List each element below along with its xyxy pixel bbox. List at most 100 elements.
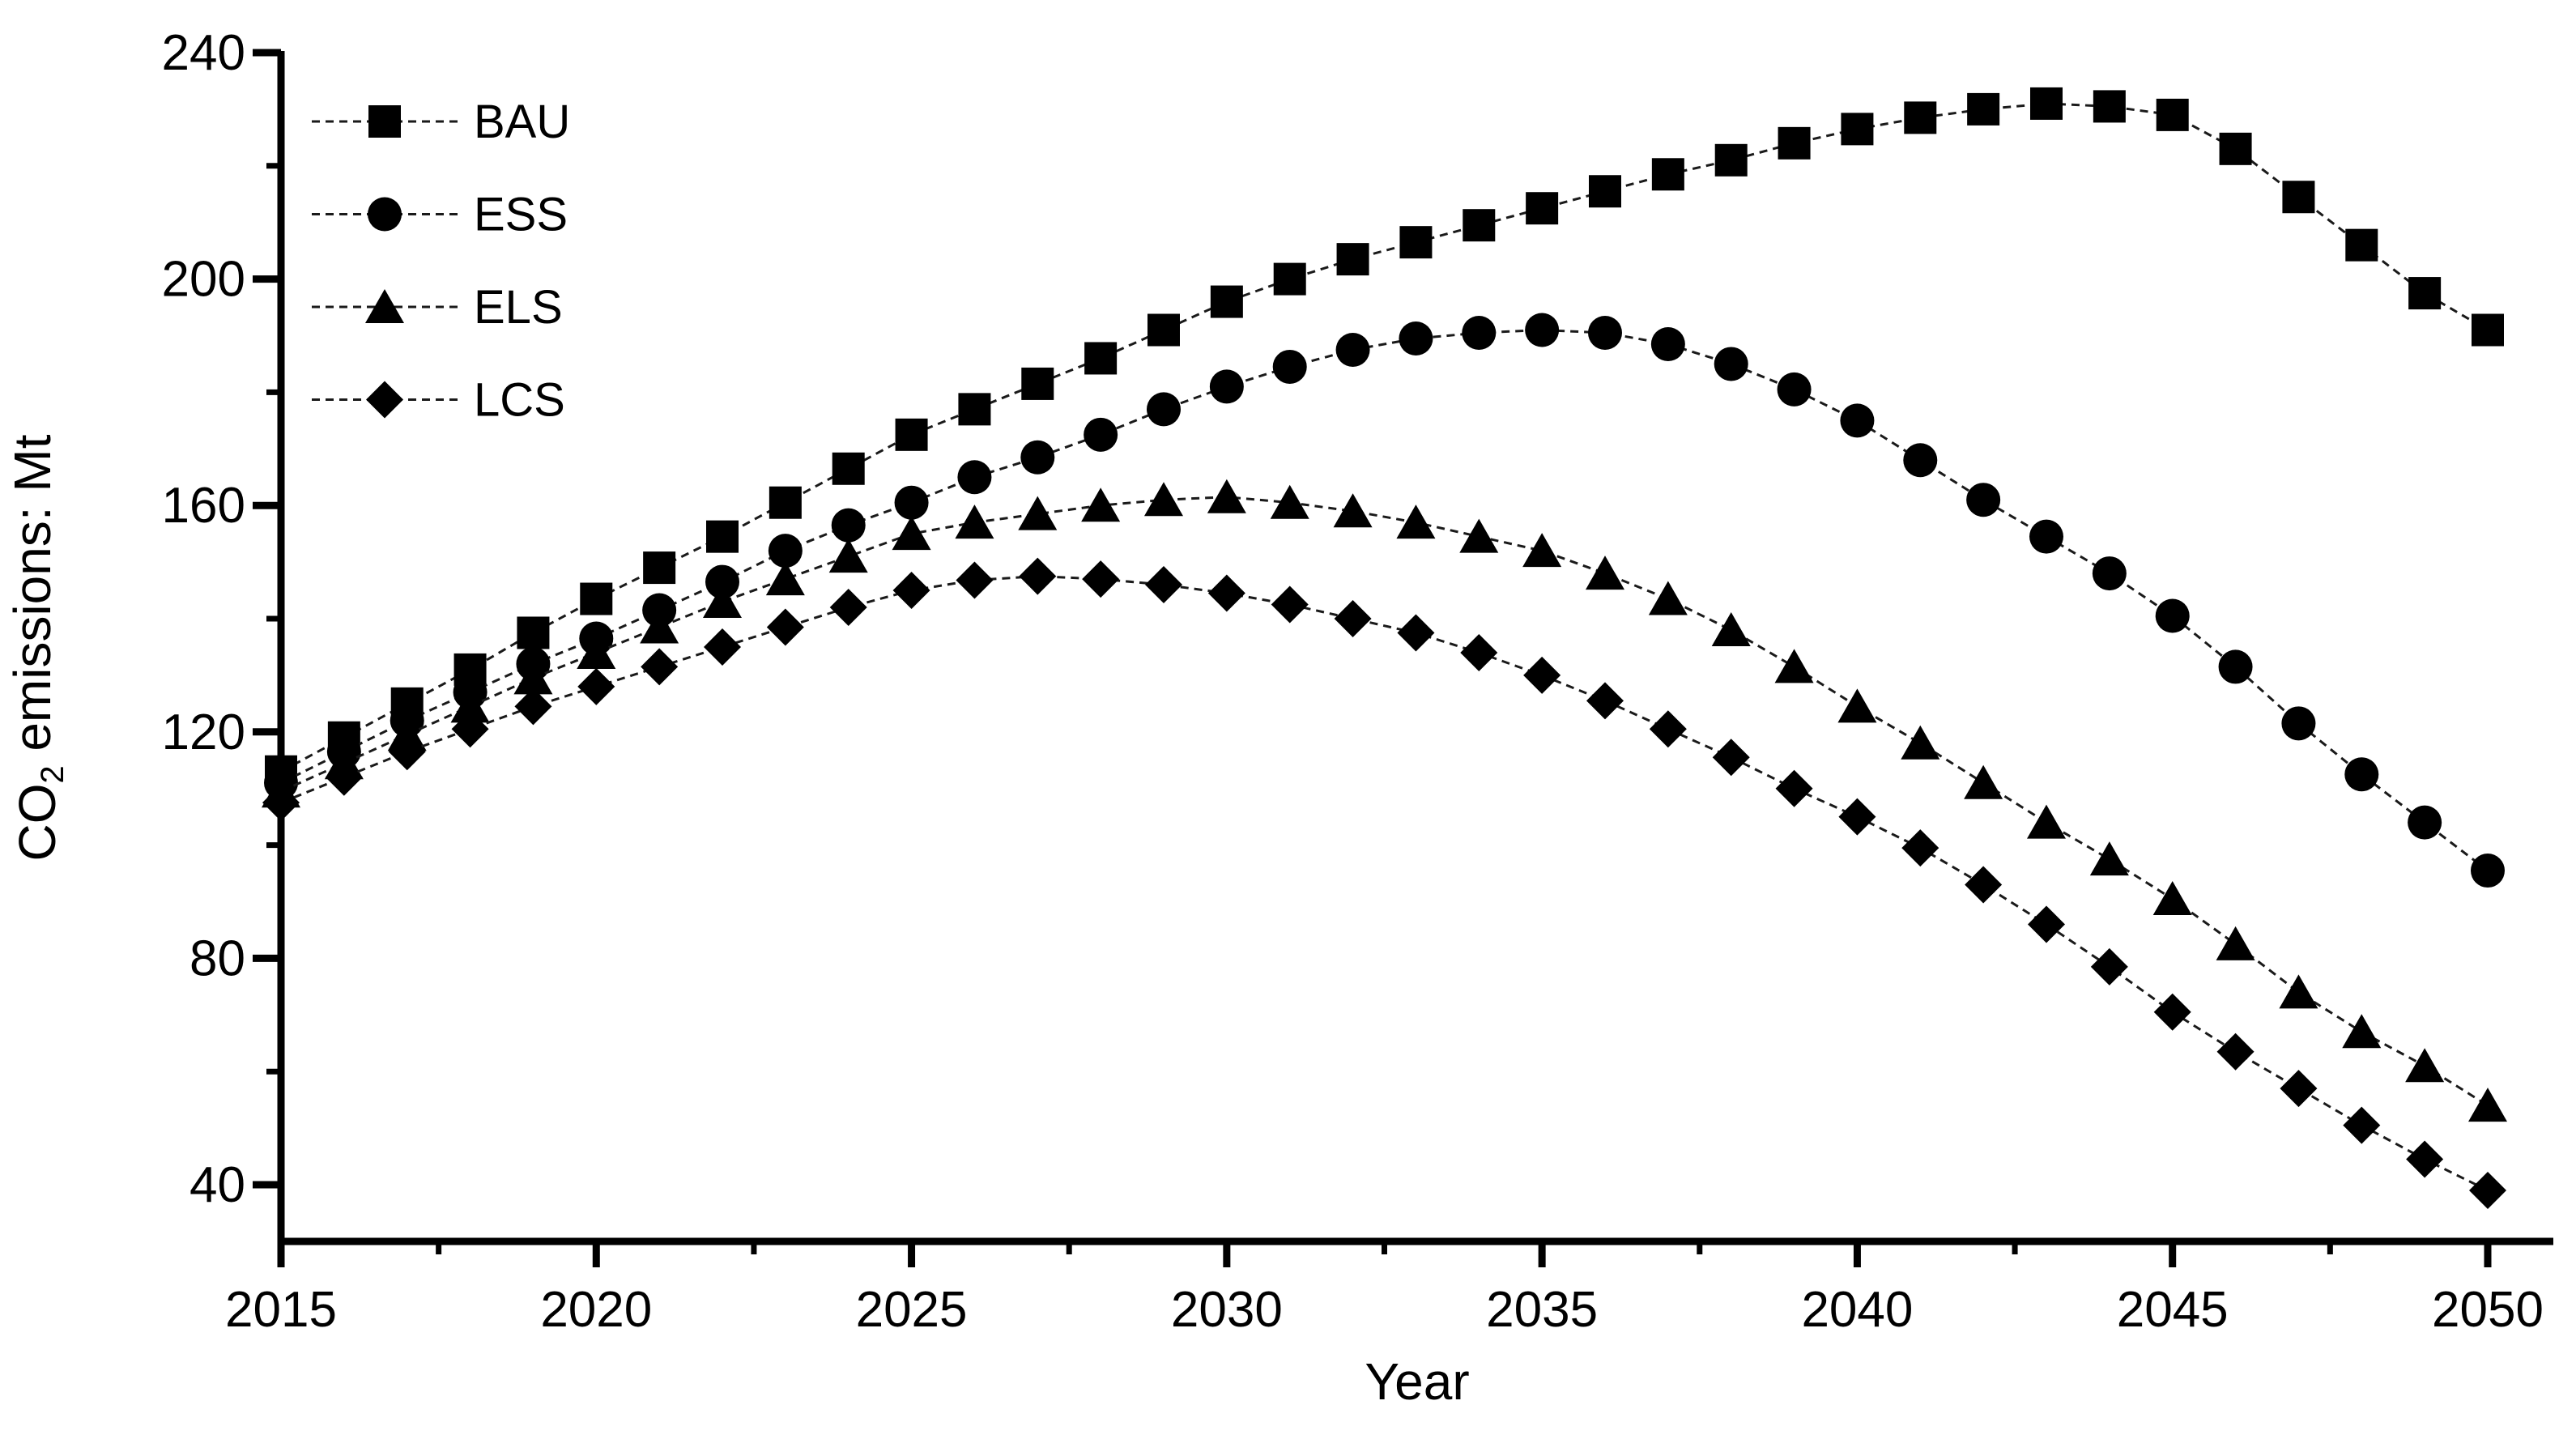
- series-ELS-marker: [1585, 556, 1624, 590]
- legend-marker-circle-icon: [368, 197, 402, 232]
- series-ELS-marker: [2152, 881, 2192, 916]
- series-BAU-marker: [2029, 87, 2063, 120]
- series-BAU-marker: [1778, 126, 1811, 160]
- legend-label-ESS: ESS: [474, 189, 568, 241]
- series-ELS-marker: [1964, 764, 2003, 799]
- y-tick-label: 120: [162, 705, 245, 760]
- series-BAU-marker: [1904, 101, 1937, 134]
- series-BAU-marker: [958, 393, 991, 426]
- x-tick-label: 2040: [1801, 1282, 1913, 1338]
- series-BAU-marker: [2408, 277, 2442, 310]
- series-LCS-marker: [2468, 1171, 2506, 1209]
- series-LCS-marker: [892, 572, 930, 610]
- series-ESS-marker: [2092, 556, 2127, 591]
- x-tick-label: 2025: [856, 1282, 968, 1338]
- series-LCS-marker: [2406, 1140, 2444, 1178]
- series-ELS-marker: [1711, 611, 1751, 646]
- series-ELS-marker: [1333, 493, 1373, 528]
- series-ESS-marker: [2029, 519, 2063, 554]
- legend-marker-diamond-icon: [366, 381, 403, 419]
- series-LCS-marker: [388, 733, 426, 771]
- legend-marker-triangle-icon: [365, 289, 404, 323]
- series-LCS-marker: [766, 608, 804, 646]
- series-ELS-marker: [1018, 496, 1058, 530]
- series-LCS-marker: [2216, 1032, 2255, 1071]
- series-ELS-marker: [1837, 688, 1877, 723]
- series-ESS-marker: [894, 485, 929, 520]
- series-ESS-marker: [957, 460, 992, 495]
- series-ELS-marker: [2467, 1088, 2507, 1122]
- series-BAU-marker: [769, 486, 802, 519]
- legend-item-BAU: BAU: [312, 96, 570, 148]
- series-ELS-marker: [955, 505, 994, 539]
- series-ESS-marker: [1146, 392, 1181, 427]
- series-ESS-marker: [2155, 598, 2190, 633]
- series-LCS-marker: [2153, 993, 2191, 1031]
- series-ELS-marker: [2342, 1014, 2382, 1049]
- series-BAU-marker: [1714, 143, 1748, 177]
- legend-item-ESS: ESS: [312, 189, 568, 241]
- series-ESS-marker: [768, 534, 803, 568]
- y-tick-label: 200: [162, 252, 245, 308]
- series-LCS-marker: [1460, 633, 1498, 671]
- series-LCS-marker: [2027, 905, 2065, 943]
- series-LCS-marker: [703, 628, 741, 666]
- series-ESS-marker: [1272, 349, 1307, 384]
- series-LCS-marker: [956, 561, 994, 599]
- x-tick-label: 2045: [2117, 1282, 2229, 1338]
- series-ELS-marker: [577, 634, 616, 669]
- series-BAU-marker: [832, 452, 865, 485]
- series-ESS-marker: [2218, 649, 2253, 684]
- series-BAU-line: [280, 102, 2489, 773]
- series-BAU-marker: [1651, 158, 1684, 191]
- series-ELS-marker: [892, 516, 931, 551]
- series-ELS-marker: [2405, 1048, 2445, 1083]
- series-LCS-marker: [1586, 682, 1624, 720]
- series-ELS-marker: [828, 539, 868, 573]
- series-LCS-marker: [1838, 798, 1876, 836]
- series-LCS-marker: [451, 710, 489, 748]
- series-LCS-marker: [2090, 947, 2128, 986]
- y-tick-label: 80: [189, 930, 245, 986]
- series-ELS-marker: [1207, 479, 1246, 513]
- series-ELS-marker: [2089, 841, 2129, 876]
- series-ELS-marker: [2279, 974, 2318, 1009]
- series-ELS-marker: [2216, 926, 2255, 960]
- series-ESS-marker: [2281, 706, 2316, 741]
- series-ELS-marker: [450, 688, 490, 723]
- series-ESS-marker: [831, 508, 866, 543]
- legend-label-LCS: LCS: [474, 374, 565, 427]
- series-BAU-marker: [1273, 262, 1306, 296]
- series-LCS-marker: [1144, 566, 1182, 604]
- series-LCS-marker: [1775, 769, 1813, 807]
- series-ESS-marker: [1020, 440, 1055, 475]
- series-BAU-marker: [2219, 132, 2252, 165]
- x-tick-label: 2015: [225, 1282, 337, 1338]
- series-BAU-marker: [1526, 192, 1559, 225]
- series-ESS-marker: [1650, 326, 1685, 361]
- y-tick-label: 240: [162, 25, 245, 81]
- series-BAU-marker: [580, 582, 613, 615]
- x-tick-label: 2050: [2432, 1282, 2544, 1338]
- series-ESS-marker: [1840, 403, 1875, 438]
- series-BAU-marker: [1021, 367, 1054, 400]
- series-ELS-marker: [1774, 649, 1814, 683]
- series-LCS-marker: [1334, 600, 1372, 637]
- series-ELS-marker: [1522, 533, 1562, 568]
- series-ELS-marker: [1648, 581, 1688, 615]
- series-ESS-marker: [1587, 316, 1622, 351]
- y-axis-title: CO2 emissions: Mt: [3, 434, 70, 861]
- series-LCS-marker: [1082, 560, 1120, 598]
- series-LCS-marker: [1523, 656, 1561, 694]
- series-ELS-marker: [1459, 518, 1499, 553]
- series-ELS-marker: [1396, 505, 1436, 539]
- x-tick-label: 2020: [540, 1282, 652, 1338]
- x-tick-label: 2030: [1171, 1282, 1283, 1338]
- x-tick-label: 2035: [1486, 1282, 1598, 1338]
- series-ESS-marker: [1084, 417, 1118, 452]
- series-LCS-marker: [2343, 1106, 2381, 1144]
- series-BAU-marker: [2282, 181, 2315, 214]
- y-tick-label: 40: [189, 1157, 245, 1213]
- series-ELS-marker: [1270, 484, 1309, 519]
- series-LCS-marker: [1649, 710, 1687, 748]
